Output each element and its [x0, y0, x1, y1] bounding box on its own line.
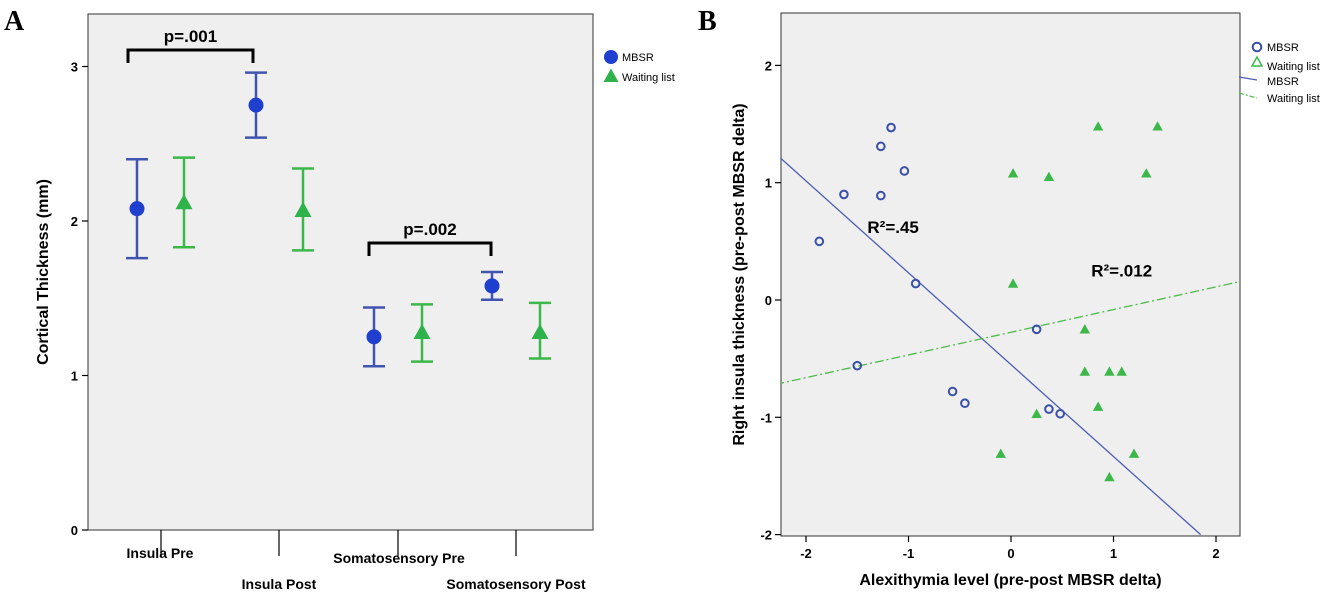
- panel-a-waiting-list-point: [531, 323, 549, 340]
- panel-a: A 0 1 2 3 Cortical Thickness (mm) Insula Pre In…: [4, 6, 675, 592]
- panel-a-waiting-list-point: [413, 323, 431, 340]
- panel-a-y-tick-label: 3: [71, 60, 78, 75]
- panel-b-waiting-list-point: [1079, 324, 1090, 334]
- panel-b-mbsr-point: [852, 360, 863, 371]
- panel-b-plot-area: [780, 12, 1241, 537]
- panel-b-mbsr-point: [960, 398, 970, 409]
- panel-a-letter: A: [4, 6, 25, 37]
- panel-a-category-label: Somatosensory Post: [446, 576, 586, 592]
- panel-a-waiting-list-point: [294, 201, 312, 217]
- panel-a-p-value-label: p=.001: [164, 27, 217, 46]
- panel-a-waiting-list-point: [175, 193, 193, 210]
- panel-b-x-axis-title: Alexithymia level (pre-post MBSR delta): [859, 572, 1161, 589]
- panel-b-x-tick-label: 2: [1212, 546, 1219, 561]
- panel-b-waiting-list-point: [1152, 121, 1163, 131]
- panel-a-category-label: Insula Post: [242, 576, 317, 592]
- panel-b-y-tick-label: 0: [765, 293, 772, 308]
- panel-b-legend-waiting-list-line-label: Waiting list: [1267, 93, 1320, 105]
- panel-b-waiting-list-point: [1104, 366, 1115, 376]
- panel-b-waiting-list-point: [1116, 366, 1127, 376]
- panel-b-waiting-list-point: [1043, 171, 1055, 181]
- panel-b-waiting-list-point: [1092, 401, 1104, 411]
- panel-b: B -2 -1 0 1 2 -2 -1 0 1 2 Alexithymia level (pre-po…: [698, 6, 1320, 589]
- panel-b-letter: B: [698, 6, 717, 37]
- panel-a-legend-waiting-list-label: Waiting list: [622, 72, 675, 84]
- panel-b-y-tick-label: 2: [765, 58, 772, 73]
- panel-b-legend-waiting-list-line: [1238, 92, 1258, 99]
- panel-b-waiting-list-point: [1104, 471, 1115, 482]
- panel-b-mbsr-point: [876, 141, 886, 152]
- panel-b-y-tick-label: -1: [760, 410, 772, 425]
- panel-b-waiting-list-point: [995, 448, 1006, 458]
- panel-b-mbsr-point: [1044, 404, 1054, 414]
- panel-b-legend-mbsr-line-label: MBSR: [1267, 76, 1299, 88]
- panel-b-legend-waiting-list-marker: [1250, 55, 1264, 67]
- panel-a-y-tick-label: 2: [71, 214, 78, 229]
- panel-b-waiting-list-point: [1092, 121, 1104, 131]
- panel-b-y-tick-label: -2: [760, 528, 772, 543]
- panel-a-legend-waiting-list-marker: [603, 68, 619, 82]
- panel-b-mbsr-point: [876, 190, 886, 201]
- panel-a-y-tick-label: 1: [71, 369, 78, 384]
- panel-b-waiting-list-point: [1141, 168, 1152, 178]
- panel-b-legend-mbsr-line: [1238, 76, 1258, 81]
- panel-b-mbsr-point: [1055, 408, 1065, 419]
- panel-b-y-tick-label: 1: [765, 176, 772, 191]
- panel-b-legend-waiting-list-label: Waiting list: [1267, 61, 1320, 73]
- panel-a-y-axis-title: Cortical Thickness (mm): [35, 179, 52, 365]
- panel-b-x-tick-label: -1: [903, 546, 915, 561]
- panel-a-significance-bracket: [126, 48, 255, 63]
- panel-b-legend-mbsr-marker: [1251, 41, 1263, 53]
- panel-a-legend-mbsr-marker: [604, 50, 618, 64]
- panel-a-significance-bracket: [367, 241, 493, 256]
- panel-b-mbsr-point: [814, 236, 825, 247]
- panel-b-mbsr-point: [899, 166, 910, 176]
- panel-a-category-label: Somatosensory Pre: [333, 550, 465, 566]
- panel-a-plot-area: [87, 13, 594, 531]
- panel-b-y-axis-title: Right insula thickness (pre-post MBSR de…: [731, 103, 748, 445]
- panel-b-x-tick-label: 1: [1110, 546, 1117, 561]
- panel-b-r-squared-label: R²=.45: [867, 218, 919, 237]
- panel-a-mbsr-point: [366, 329, 382, 345]
- panel-b-r-squared-label: R²=.012: [1091, 262, 1152, 281]
- panel-b-x-tick-label: 0: [1007, 546, 1014, 561]
- panel-a-p-value-label: p=.002: [403, 220, 456, 239]
- panel-b-mbsr-point: [910, 278, 921, 289]
- panel-a-legend-mbsr-label: MBSR: [622, 52, 654, 64]
- panel-b-waiting-list-point: [1031, 408, 1042, 418]
- panel-b-mbsr-fit-line: [781, 157, 1202, 536]
- panel-b-waiting-list-point: [1079, 366, 1090, 376]
- panel-b-mbsr-point: [1031, 324, 1042, 335]
- panel-b-waiting-list-point: [1128, 448, 1140, 458]
- panel-b-mbsr-point: [839, 189, 849, 200]
- panel-b-legend-mbsr-label: MBSR: [1267, 42, 1299, 54]
- panel-a-mbsr-point: [248, 97, 264, 113]
- panel-b-waiting-list-point: [1007, 168, 1019, 178]
- panel-a-mbsr-point: [129, 201, 145, 217]
- panel-a-category-label: Insula Pre: [127, 545, 194, 561]
- panel-a-y-tick-label: 0: [71, 523, 78, 538]
- panel-b-mbsr-point: [886, 122, 896, 133]
- panel-b-x-tick-label: -2: [800, 546, 812, 561]
- panel-a-mbsr-point: [484, 278, 500, 294]
- panel-b-mbsr-point: [947, 386, 958, 397]
- panel-b-waiting-list-point: [1007, 278, 1019, 288]
